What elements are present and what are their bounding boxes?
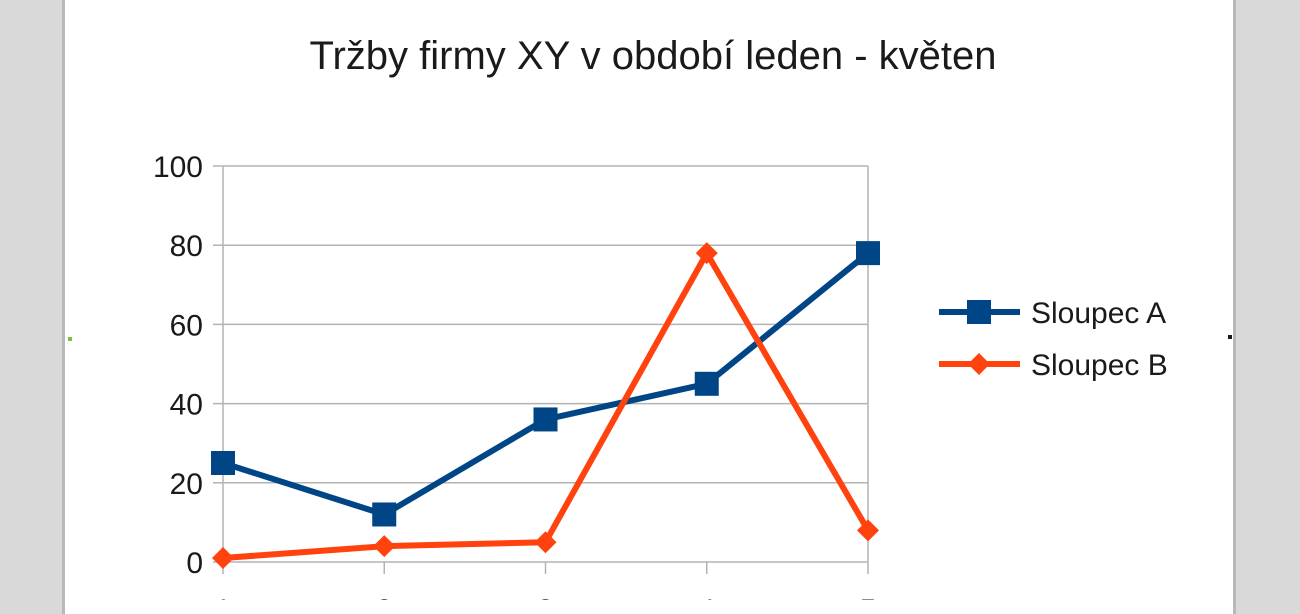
data-point: [372, 502, 397, 527]
y-tick-label: 20: [170, 468, 203, 501]
data-point: [534, 531, 557, 554]
legend-marker: [968, 353, 990, 375]
spreadsheet-background: Tržby firmy XY v období leden - květen 0…: [62, 0, 1236, 614]
chart-frame[interactable]: Tržby firmy XY v období leden - květen 0…: [62, 0, 1236, 614]
x-tick-label: 1: [215, 594, 232, 600]
y-tick-label: 100: [153, 151, 203, 184]
series-line: [222, 250, 871, 562]
data-point: [695, 242, 718, 265]
y-tick-label: 80: [170, 230, 203, 263]
x-tick-label: 2: [376, 594, 393, 600]
legend-marker: [967, 300, 991, 324]
y-tick-label: 60: [170, 309, 203, 342]
legend: Sloupec A Sloupec B: [939, 297, 1168, 382]
selection-handle-left[interactable]: [68, 337, 72, 341]
x-tick-label: 3: [537, 594, 554, 600]
series-2: [212, 242, 879, 570]
x-tick-label: 5: [860, 594, 877, 600]
series-lines: [211, 241, 880, 570]
data-point: [533, 407, 558, 432]
data-point: [694, 371, 719, 396]
chart-title: Tržby firmy XY v období leden - květen: [310, 34, 997, 78]
x-tick-label: 4: [698, 594, 715, 600]
series-line: [222, 250, 870, 518]
data-point: [857, 519, 879, 542]
data-point: [856, 241, 880, 266]
data-point: [212, 547, 234, 570]
y-tick-label: 0: [186, 547, 203, 580]
legend-entry-2: Sloupec B: [939, 349, 1168, 382]
legend-label: Sloupec B: [1031, 349, 1168, 382]
y-tick-label: 40: [170, 389, 203, 422]
data-point: [373, 535, 396, 558]
axes: 0 20 40 60 80 100 1 2 3 4 5: [153, 151, 876, 600]
legend-label: Sloupec A: [1031, 297, 1166, 330]
selection-handle-right[interactable]: [1228, 335, 1232, 339]
line-chart: Tržby firmy XY v období leden - květen 0…: [153, 34, 1168, 600]
legend-entry-1: Sloupec A: [939, 297, 1166, 330]
data-point: [211, 451, 235, 475]
gridlines: [222, 165, 869, 563]
